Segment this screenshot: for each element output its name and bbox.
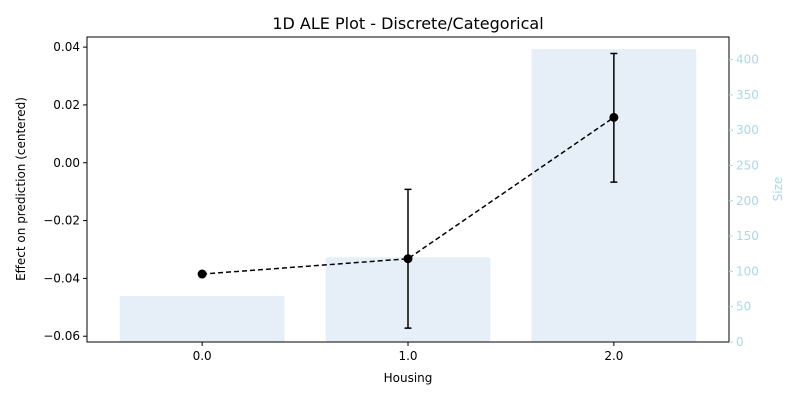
y-tick-label: −0.02 [43,214,80,228]
y-tick-label: −0.04 [43,271,80,285]
y2-axis-label: Size [771,177,785,202]
y-axis-label: Effect on prediction (centered) [14,97,28,281]
ale-line [202,116,615,275]
size-bar [119,296,285,342]
y2-tick-label: 250 [736,158,759,172]
y2-tick-label: 100 [736,264,759,278]
y2-tick-label: 400 [736,53,759,67]
ale-line-series [197,52,619,329]
chart-title: 1D ALE Plot - Discrete/Categorical [272,14,543,33]
y2-tick-label: 50 [736,300,751,314]
x-axis: 0.0 1.0 2.0 [193,342,623,363]
ale-point [609,112,619,122]
ale-point [403,254,413,264]
left-y-axis: −0.06 −0.04 −0.02 0.00 0.02 0.04 [43,40,87,343]
right-y-axis: 0 50 100 150 200 250 300 350 400 [729,53,759,349]
y-tick-label: 0.04 [53,40,80,54]
ale-point [197,269,207,279]
y-tick-label: 0.02 [53,98,80,112]
y2-tick-label: 0 [736,335,744,349]
y2-tick-label: 150 [736,229,759,243]
x-tick-label: 2.0 [604,349,623,363]
y-tick-label: 0.00 [53,156,80,170]
x-tick-label: 1.0 [398,349,417,363]
y2-tick-label: 350 [736,88,759,102]
y2-tick-label: 200 [736,194,759,208]
x-axis-label: Housing [384,371,433,385]
y-tick-label: −0.06 [43,329,80,343]
y2-tick-label: 300 [736,123,759,137]
x-tick-label: 0.0 [193,349,212,363]
